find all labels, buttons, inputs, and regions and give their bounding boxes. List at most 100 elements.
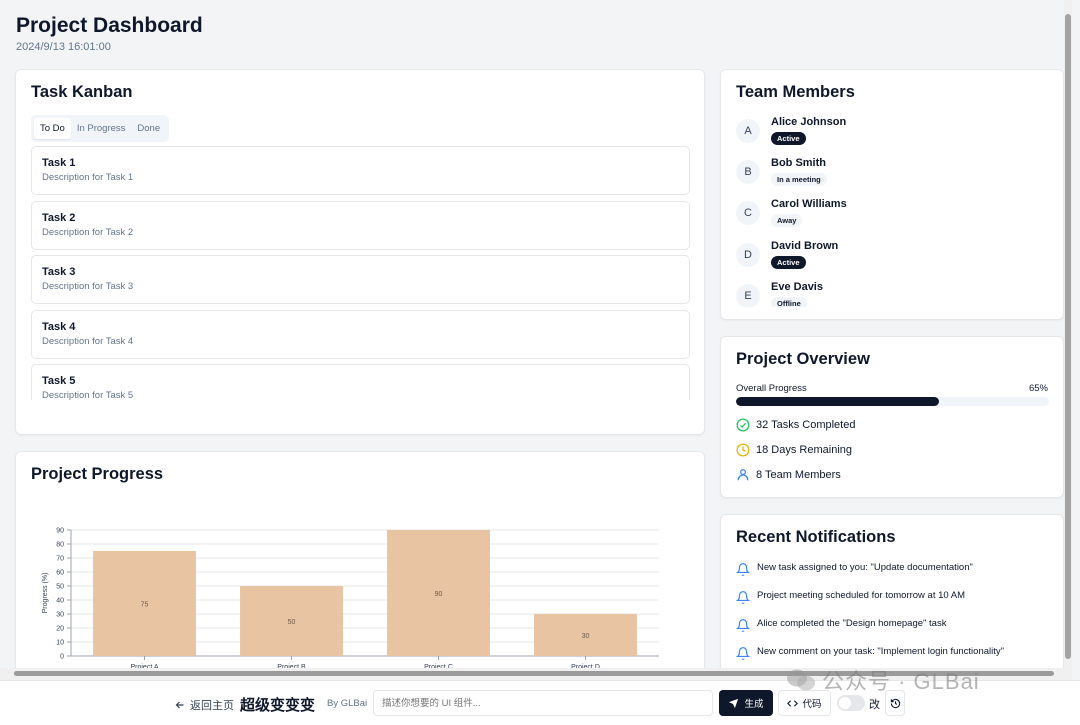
timestamp: 2024/9/13 16:01:00: [16, 41, 111, 53]
check-circle-icon: [736, 418, 750, 432]
avatar: D: [736, 243, 760, 267]
tab-done[interactable]: Done: [137, 123, 161, 134]
notification-item[interactable]: New task assigned to you: "Update docume…: [736, 562, 973, 577]
status-badge: Active: [771, 132, 806, 145]
toggle-label: 改: [869, 699, 880, 711]
notification-text: Alice completed the "Design homepage" ta…: [757, 618, 947, 629]
x-tick-label: Project C: [424, 664, 453, 671]
task-card[interactable]: Task 4 Description for Task 4: [31, 309, 690, 359]
x-tick-label: Project B: [277, 664, 306, 671]
member-item[interactable]: C Carol Williams Away: [736, 198, 847, 234]
member-name: Carol Williams: [771, 198, 847, 210]
progress-label: Overall Progress: [736, 383, 807, 394]
y-tick-label: 0: [60, 654, 64, 661]
progress-chart-title: Project Progress: [31, 465, 164, 483]
status-badge: Offline: [771, 297, 807, 307]
generate-label: 生成: [744, 699, 764, 710]
task-card[interactable]: Task 1 Description for Task 1: [31, 146, 690, 195]
notifications-title: Recent Notifications: [736, 528, 896, 546]
clock-icon: [736, 443, 750, 457]
status-badge: Away: [771, 214, 803, 227]
stat-team-members: 8 Team Members: [736, 468, 841, 482]
prompt-input[interactable]: [373, 690, 713, 716]
history-button[interactable]: [885, 690, 905, 716]
project-overview-card: Project Overview Overall Progress 65% 32…: [720, 336, 1064, 498]
task-title: Task 3: [42, 266, 76, 278]
vertical-scrollbar[interactable]: [1064, 0, 1072, 674]
bar-data-label: 75: [141, 602, 149, 609]
task-card[interactable]: Task 2 Description for Task 2: [31, 200, 690, 250]
task-kanban-card: Task Kanban To Do In Progress Done Task …: [15, 69, 705, 435]
notification-item[interactable]: Alice completed the "Design homepage" ta…: [736, 618, 946, 633]
bell-icon: [736, 619, 750, 632]
member-list[interactable]: A Alice Johnson Active B Bob Smith In a …: [721, 70, 1065, 307]
member-item[interactable]: D David Brown Active: [736, 240, 838, 276]
y-axis-label: Progress (%): [42, 573, 49, 614]
edit-toggle[interactable]: [837, 695, 865, 711]
code-button[interactable]: 代码: [778, 690, 831, 716]
task-card[interactable]: Task 3 Description for Task 3: [31, 255, 690, 304]
toggle-knob: [839, 697, 851, 709]
avatar: E: [736, 284, 760, 307]
bar-data-label: 30: [582, 633, 590, 640]
generate-button[interactable]: 生成: [719, 690, 773, 716]
team-title: Team Members: [736, 83, 855, 101]
task-description: Description for Task 2: [42, 226, 134, 238]
bell-icon: [736, 563, 750, 576]
watermark-text: 公众号 · GLBai: [822, 669, 980, 694]
stat-text: 18 Days Remaining: [756, 444, 852, 456]
y-tick-label: 20: [56, 626, 64, 633]
author-label: By GLBai: [327, 698, 368, 709]
y-tick-label: 60: [56, 570, 64, 577]
dashboard-page: Project Dashboard 2024/9/13 16:01:00 Tas…: [15, 0, 1072, 674]
y-tick-label: 30: [56, 612, 64, 619]
bell-icon: [736, 647, 750, 660]
y-tick-label: 70: [56, 556, 64, 563]
notification-item[interactable]: New comment on your task: "Implement log…: [736, 646, 1004, 661]
member-item[interactable]: B Bob Smith In a meeting: [736, 157, 827, 193]
stat-text: 8 Team Members: [756, 469, 841, 481]
bottom-toolbar: 返回主页 超级变变变 By GLBai 生成 代码 改: [0, 680, 1080, 725]
status-badge: Active: [771, 256, 806, 269]
back-home-label: 返回主页: [190, 700, 234, 712]
tab-in-progress[interactable]: In Progress: [76, 123, 126, 134]
task-description: Description for Task 1: [42, 172, 134, 183]
notification-text: New comment on your task: "Implement log…: [757, 646, 1004, 657]
page-header: Project Dashboard 2024/9/13 16:01:00: [16, 14, 203, 53]
member-name: Bob Smith: [771, 157, 826, 169]
bar: [93, 551, 196, 656]
task-title: Task 4: [42, 320, 76, 333]
task-description: Description for Task 4: [42, 335, 134, 347]
avatar: C: [736, 201, 760, 225]
y-tick-label: 80: [56, 542, 64, 549]
notification-text: Project meeting scheduled for tomorrow a…: [757, 590, 966, 601]
user-icon: [737, 469, 749, 481]
bar: [534, 614, 637, 656]
y-tick-label: 40: [56, 598, 64, 605]
history-icon: [890, 698, 900, 708]
stat-text: 32 Tasks Completed: [756, 419, 856, 431]
task-card[interactable]: Task 5 Description for Task 5: [31, 364, 690, 400]
stat-days-remaining: 18 Days Remaining: [736, 443, 852, 457]
vertical-scrollbar-thumb[interactable]: [1065, 14, 1071, 659]
x-tick-label: Project D: [571, 664, 600, 671]
back-home-link[interactable]: 返回主页: [174, 697, 234, 713]
tab-to-do[interactable]: To Do: [34, 118, 71, 139]
progress-percent: 65%: [1028, 383, 1048, 394]
overview-title: Project Overview: [736, 350, 870, 368]
code-icon: [787, 699, 799, 707]
avatar: A: [736, 119, 760, 143]
status-badge: In a meeting: [771, 173, 827, 186]
notification-item[interactable]: Project meeting scheduled for tomorrow a…: [736, 590, 965, 605]
x-tick-label: Project A: [130, 664, 158, 671]
member-item[interactable]: E Eve Davis Offline: [736, 281, 823, 307]
task-list[interactable]: Task 1 Description for Task 1 Task 2 Des…: [31, 146, 690, 400]
bar-data-label: 90: [435, 591, 443, 598]
avatar: B: [736, 160, 760, 184]
project-progress-card: Project Progress 0 10 20 30 40 50 60 70 80 90 Prog…: [15, 451, 705, 674]
bar-chart: 0 10 20 30 40 50 60 70 80 90 Progress (%) 75 Project…: [42, 528, 659, 671]
send-icon: [729, 698, 739, 708]
bell-icon: [736, 591, 750, 604]
horizontal-scrollbar-thumb[interactable]: [14, 671, 1054, 676]
member-item[interactable]: A Alice Johnson Active: [736, 116, 846, 152]
